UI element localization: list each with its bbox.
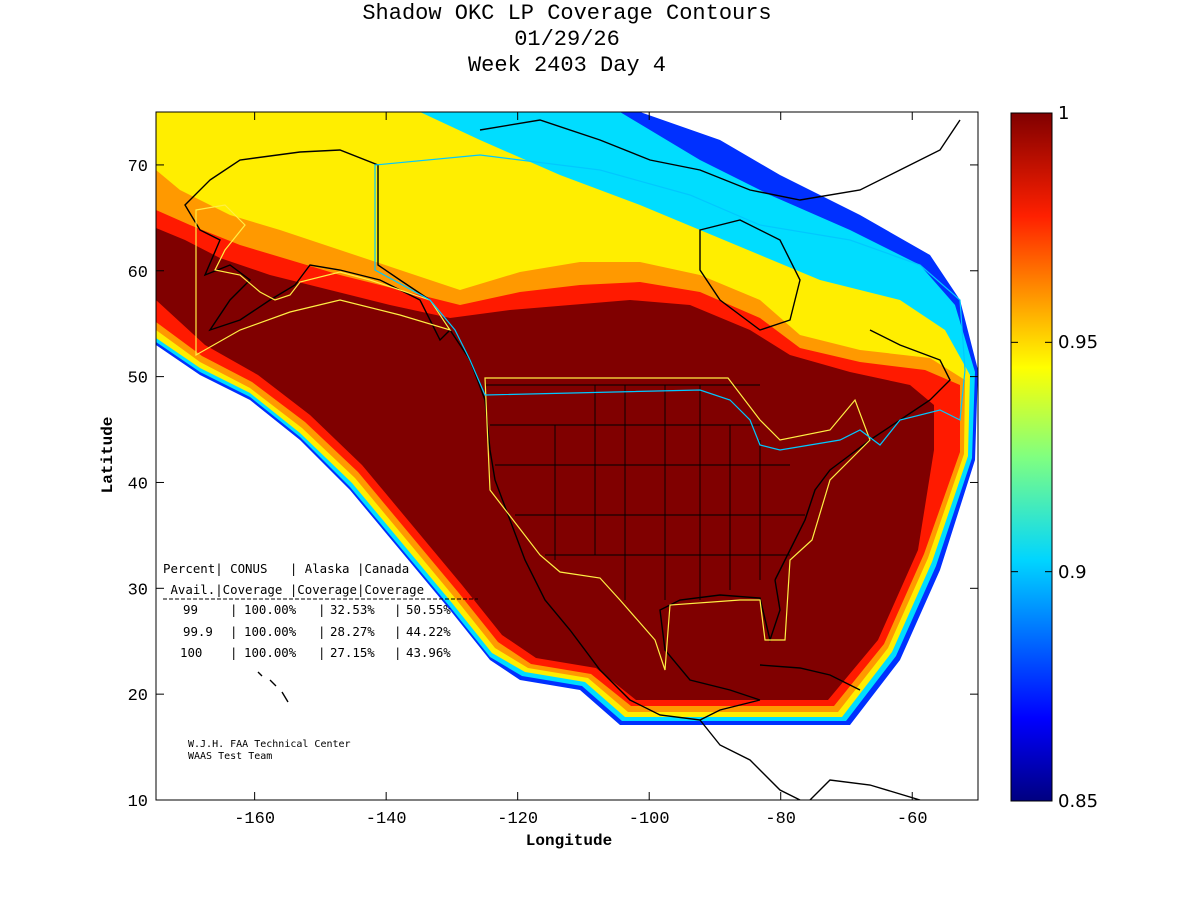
- canada-service-boundary: [374, 154, 966, 451]
- y-tick-label: 20: [128, 687, 148, 706]
- table-row: 99 | 100.00% | 32.53% | 50.55%: [183, 602, 451, 617]
- x-tick-label: -60: [897, 810, 928, 829]
- y-tick-label: 10: [128, 793, 148, 812]
- colorbar: [1010, 112, 1053, 802]
- svg-text:|: |: [394, 645, 401, 660]
- svg-text:|: |: [318, 645, 325, 660]
- row-conus: 100.00%: [244, 602, 297, 617]
- state-boundaries: [485, 384, 805, 600]
- chart-title-line-3: Week 2403 Day 4: [467, 53, 667, 78]
- alaska-coastline: [184, 149, 451, 342]
- colorbar-tick-label: 1: [1058, 103, 1070, 124]
- row-conus: 100.00%: [244, 624, 297, 639]
- coverage-contours: [156, 112, 978, 725]
- y-tick-label: 60: [128, 264, 148, 283]
- south-america: [809, 779, 921, 800]
- central-america: [699, 719, 801, 800]
- x-tick-label: -80: [765, 810, 796, 829]
- row-alaska: 32.53%: [330, 602, 375, 617]
- chart-title-line-2: 01/29/26: [514, 27, 620, 52]
- row-canada: 43.96%: [406, 645, 451, 660]
- x-tick-label: -120: [497, 810, 538, 829]
- row-percent: 99: [183, 602, 198, 617]
- y-tick-label: 30: [128, 581, 148, 600]
- x-axis-ticks: -160 -140 -120 -100 -80 -60: [234, 112, 928, 829]
- table-row: 100 | 100.00% | 27.15% | 43.96%: [180, 645, 451, 660]
- table-header-2: Avail.|Coverage |Coverage|Coverage: [163, 582, 424, 597]
- y-axis-label: Latitude: [99, 417, 117, 494]
- x-axis-label: Longitude: [526, 832, 612, 850]
- table-row: 99.9 | 100.00% | 28.27% | 44.22%: [183, 624, 451, 639]
- colorbar-tick-label: 0.95: [1058, 332, 1099, 353]
- y-tick-label: 50: [128, 370, 148, 389]
- svg-text:|: |: [318, 602, 325, 617]
- svg-text:|: |: [230, 645, 237, 660]
- gulf-coastline: [659, 579, 781, 701]
- caribbean: [759, 664, 861, 691]
- x-tick-label: -160: [234, 810, 275, 829]
- contour-level-dark-red: [156, 228, 934, 700]
- hawaii: [257, 671, 289, 703]
- row-alaska: 28.27%: [330, 624, 375, 639]
- chart-title-line-1: Shadow OKC LP Coverage Contours: [362, 1, 772, 26]
- service-boundaries: [195, 154, 966, 671]
- y-tick-label: 70: [128, 158, 148, 177]
- row-alaska: 27.15%: [330, 645, 375, 660]
- row-percent: 99.9: [183, 624, 213, 639]
- credit-line-1: W.J.H. FAA Technical Center: [188, 739, 351, 750]
- coverage-table: Percent| CONUS | Alaska |Canada Avail.|C…: [163, 561, 478, 660]
- y-tick-label: 40: [128, 475, 148, 494]
- conus-service-boundary: [484, 377, 871, 671]
- svg-text:|: |: [394, 602, 401, 617]
- colorbar-tick-label: 0.9: [1058, 562, 1087, 583]
- colorbar-tick-label: 0.85: [1058, 791, 1099, 812]
- x-tick-label: -100: [629, 810, 670, 829]
- hudson-bay: [699, 219, 801, 331]
- credit-line-2: WAAS Test Team: [188, 751, 272, 762]
- svg-text:|: |: [230, 602, 237, 617]
- svg-text:|: |: [394, 624, 401, 639]
- y-axis-ticks: 10 20 30 40 50 60 70: [128, 158, 978, 812]
- svg-text:|: |: [318, 624, 325, 639]
- svg-text:|: |: [230, 624, 237, 639]
- row-canada: 50.55%: [406, 602, 451, 617]
- credit-block: W.J.H. FAA Technical Center WAAS Test Te…: [188, 739, 351, 762]
- arctic-islands: [479, 119, 961, 201]
- plot-frame: [155, 111, 979, 801]
- colorbar-ticks: [1011, 112, 1052, 802]
- x-tick-label: -140: [366, 810, 407, 829]
- alaska-service-boundary: [195, 204, 452, 357]
- table-header-1: Percent| CONUS | Alaska |Canada: [163, 561, 409, 576]
- row-canada: 44.22%: [406, 624, 451, 639]
- row-conus: 100.00%: [244, 645, 297, 660]
- row-percent: 100: [180, 645, 202, 660]
